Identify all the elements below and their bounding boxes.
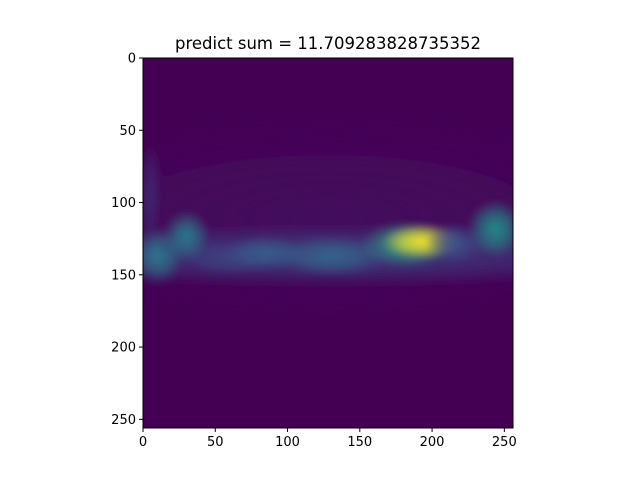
heatmap-hotspot — [225, 235, 307, 271]
heatmap-hotspot — [143, 143, 162, 248]
y-tick-label: 200 — [111, 341, 136, 356]
y-tick-label: 100 — [111, 196, 136, 211]
x-tick-label: 150 — [347, 435, 372, 450]
x-tick-label: 250 — [492, 435, 517, 450]
y-tick-label: 50 — [119, 124, 136, 139]
heatmap-hotspot — [424, 222, 483, 264]
x-tick-label: 0 — [139, 435, 147, 450]
y-tick-label: 250 — [111, 413, 136, 428]
y-tick-label: 150 — [111, 268, 136, 283]
heatmap-hotspot — [163, 209, 210, 262]
y-tick-label: 0 — [128, 52, 136, 67]
chart-title: predict sum = 11.709283828735352 — [175, 34, 481, 53]
y-axis: 0 50 100 150 200 250 — [111, 52, 143, 428]
plot-area — [143, 58, 513, 428]
x-tick-label: 50 — [207, 435, 224, 450]
x-tick-label: 200 — [420, 435, 445, 450]
plot-frame — [142, 57, 514, 429]
heatmap-hotspot — [143, 115, 513, 319]
x-axis: 0 50 100 150 200 250 — [139, 428, 517, 450]
x-tick-label: 100 — [275, 435, 300, 450]
hotspot-layer — [143, 115, 513, 319]
